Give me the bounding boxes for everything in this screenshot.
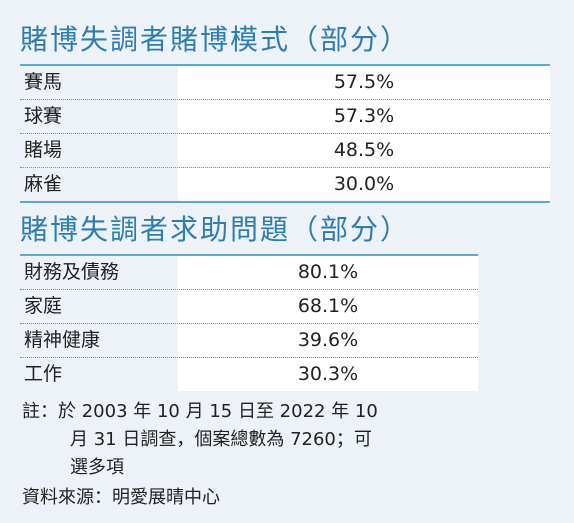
- row-value: 39.6%: [178, 324, 478, 357]
- table-row: 麻雀 30.0%: [20, 168, 550, 201]
- footnote-line-2: 月 31 日調查，個案總數為 7260；可: [70, 429, 372, 450]
- row-label: 財務及債務: [20, 256, 178, 289]
- row-value: 68.1%: [178, 290, 478, 323]
- row-label: 賭場: [20, 134, 178, 167]
- gambling-patterns-table: 賽馬 57.5% 球賽 57.3% 賭場 48.5% 麻雀 30.0%: [20, 64, 550, 203]
- table-row: 家庭 68.1%: [20, 290, 478, 324]
- row-value: 48.5%: [178, 134, 550, 167]
- row-value: 30.3%: [178, 358, 478, 391]
- source-credit: 資料來源：明愛展晴中心: [22, 487, 220, 508]
- help-problems-table: 財務及債務 80.1% 家庭 68.1% 精神健康 39.6% 工作 30.3%: [20, 254, 478, 391]
- section-title-gambling-patterns: 賭博失調者賭博模式（部分）: [20, 23, 411, 56]
- row-label: 麻雀: [20, 168, 178, 201]
- table-row: 賽馬 57.5%: [20, 66, 550, 100]
- row-label: 家庭: [20, 290, 178, 323]
- row-label: 球賽: [20, 100, 178, 133]
- footnote-line-1: 註：於 2003 年 10 月 15 日至 2022 年 10: [22, 401, 378, 422]
- table-row: 精神健康 39.6%: [20, 324, 478, 358]
- row-value: 80.1%: [178, 256, 478, 289]
- row-label: 精神健康: [20, 324, 178, 357]
- section-title-help-problems: 賭博失調者求助問題（部分）: [20, 213, 411, 246]
- table-row: 球賽 57.3%: [20, 100, 550, 134]
- row-value: 57.5%: [178, 66, 550, 99]
- footnote-line-3: 選多項: [70, 457, 124, 478]
- table-row: 財務及債務 80.1%: [20, 256, 478, 290]
- row-value: 30.0%: [178, 168, 550, 201]
- table-row: 工作 30.3%: [20, 358, 478, 391]
- row-value: 57.3%: [178, 100, 550, 133]
- row-label: 工作: [20, 358, 178, 391]
- table-row: 賭場 48.5%: [20, 134, 550, 168]
- row-label: 賽馬: [20, 66, 178, 99]
